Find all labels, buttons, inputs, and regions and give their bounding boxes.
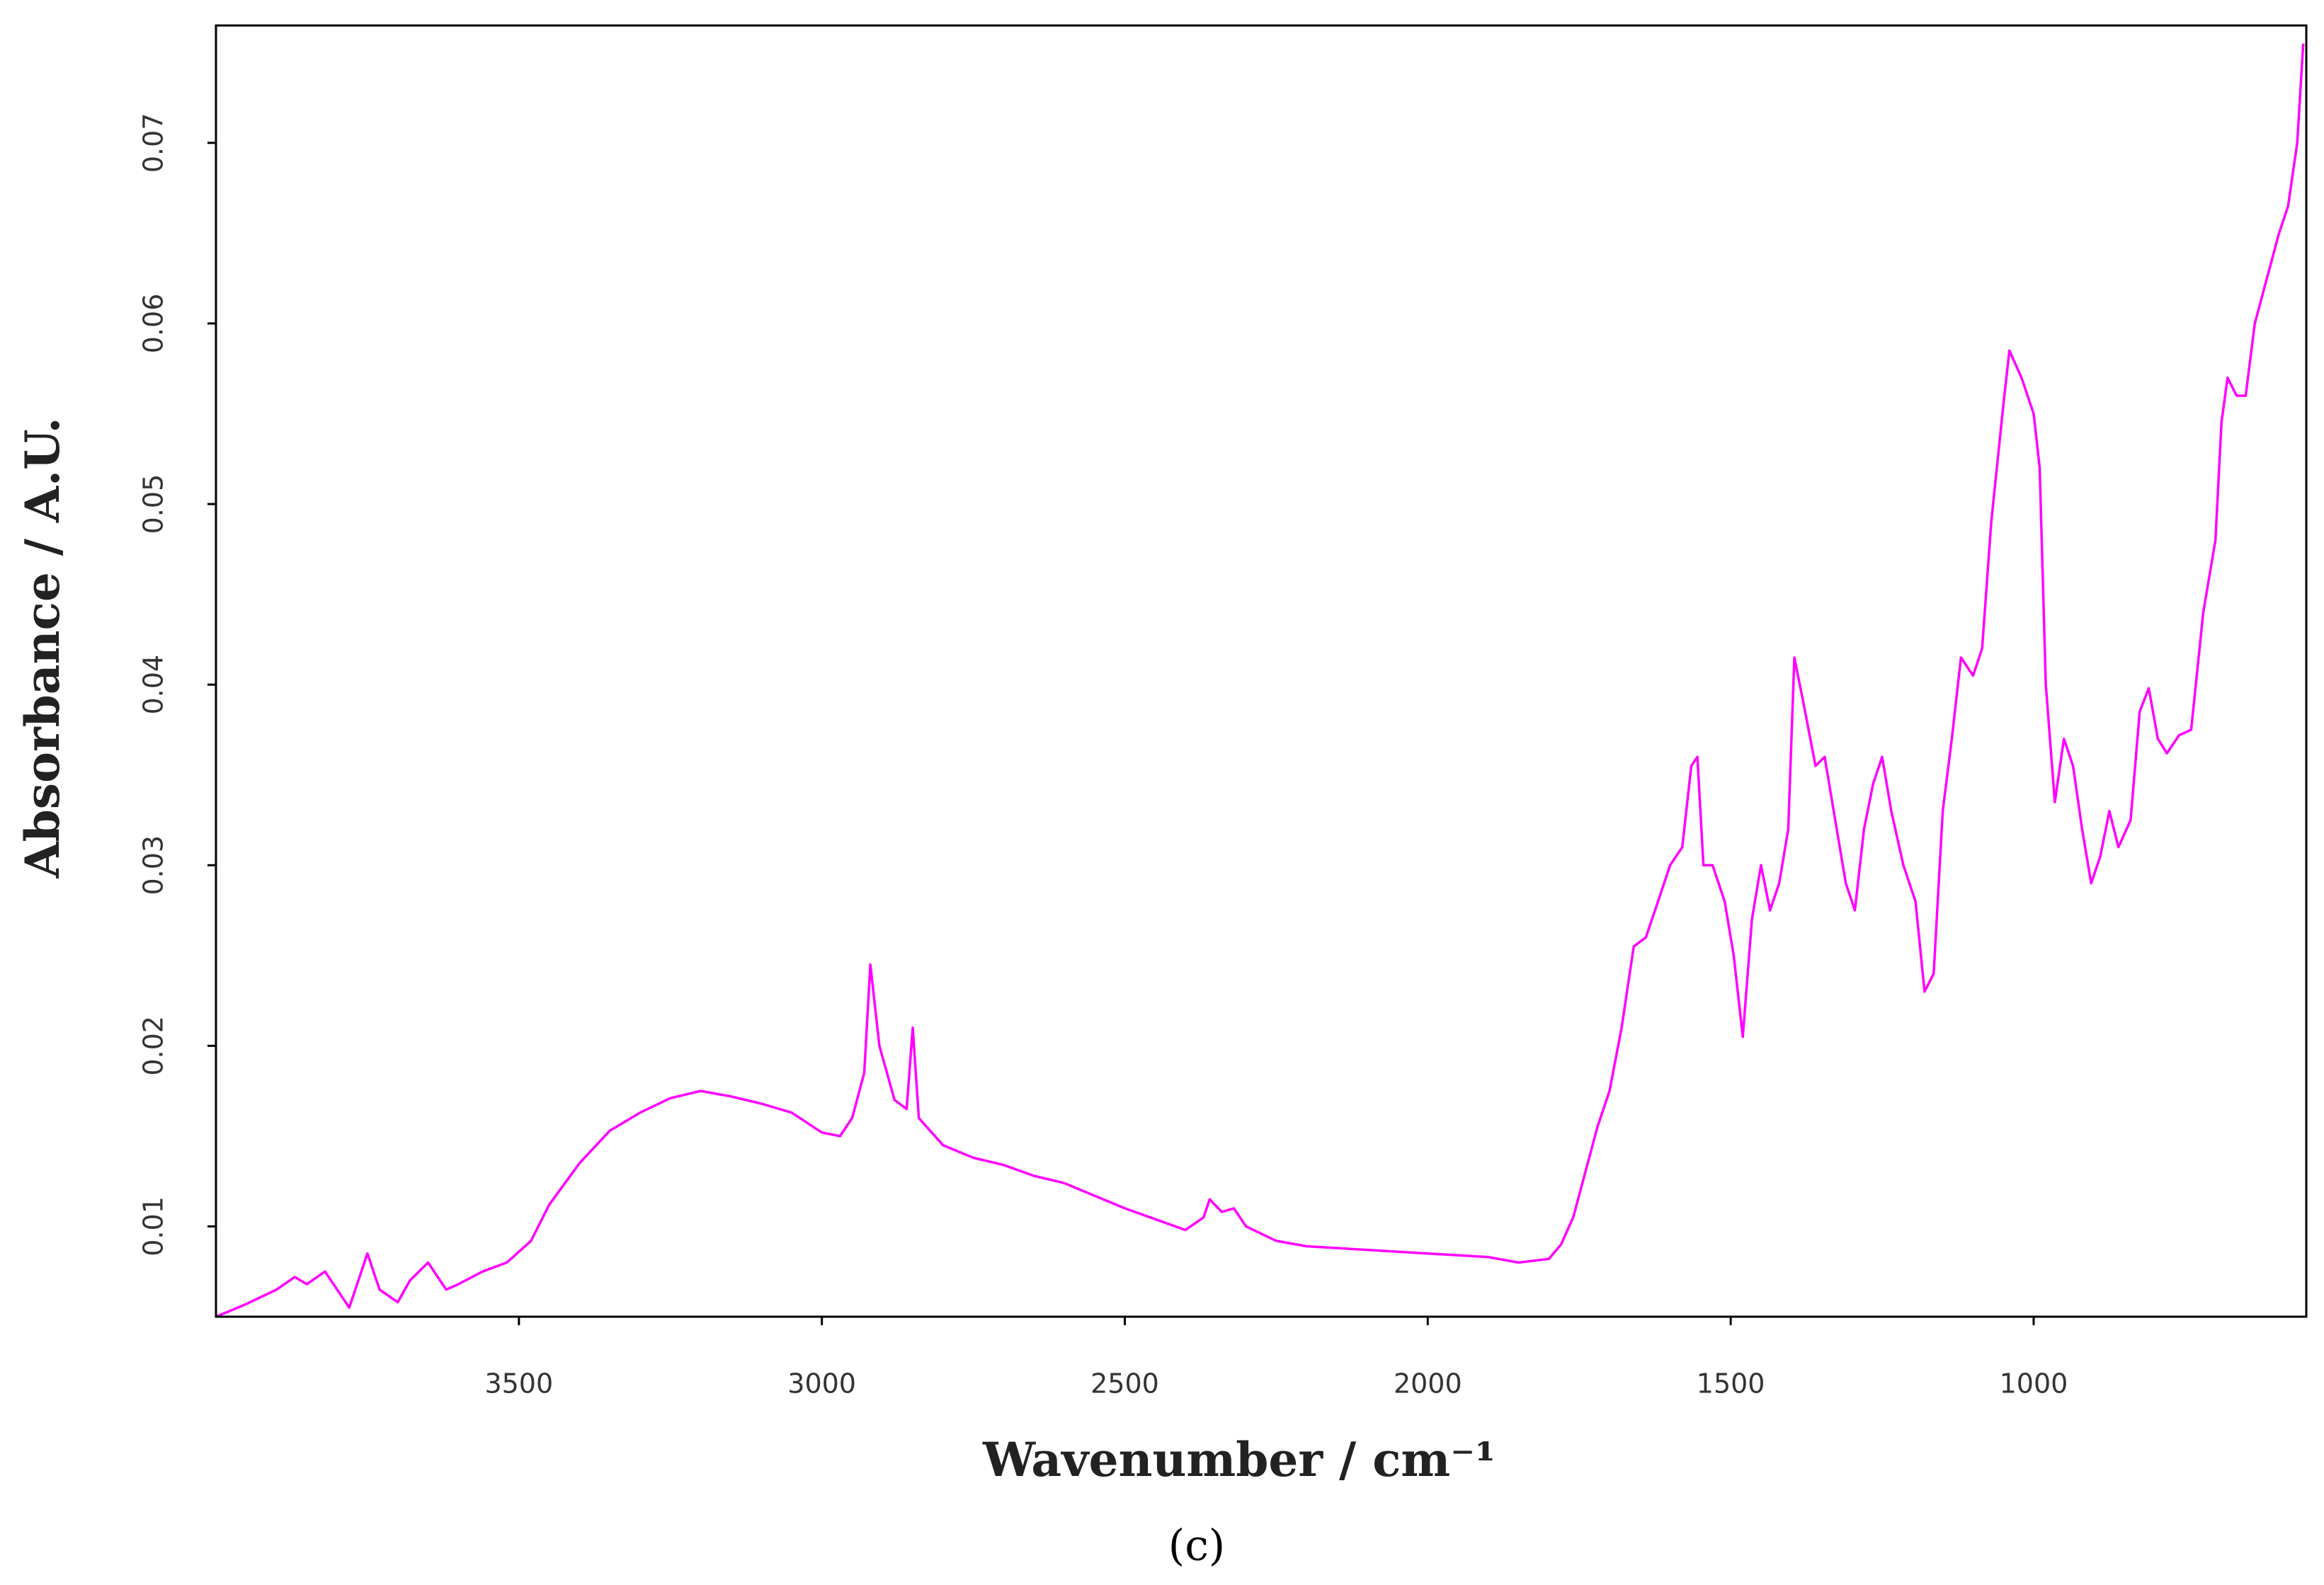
x-tick-label: 2500 — [1090, 1368, 1159, 1400]
y-tick-label: 0.03 — [138, 835, 169, 896]
x-tick-label: 3000 — [787, 1368, 856, 1400]
spectrum-line — [215, 43, 2305, 1318]
y-tick-label: 0.07 — [138, 113, 169, 173]
x-axis-title: Wavenumber / cm⁻¹ — [982, 1432, 1496, 1487]
y-axis-title: Absorbance / A.U. — [15, 417, 70, 879]
x-tick-label: 1500 — [1697, 1368, 1765, 1400]
y-tick-label: 0.06 — [138, 294, 169, 354]
y-tick-label: 0.02 — [138, 1016, 169, 1076]
y-tick-label: 0.05 — [138, 474, 169, 534]
x-tick-label: 3500 — [484, 1368, 553, 1400]
y-tick-label: 0.01 — [138, 1196, 169, 1257]
y-tick-label: 0.04 — [138, 655, 169, 715]
plot-frame — [215, 24, 2308, 1318]
caption: (c) — [1168, 1521, 1225, 1571]
x-tick-label: 1000 — [2000, 1368, 2068, 1400]
x-tick-label: 2000 — [1394, 1368, 1462, 1400]
